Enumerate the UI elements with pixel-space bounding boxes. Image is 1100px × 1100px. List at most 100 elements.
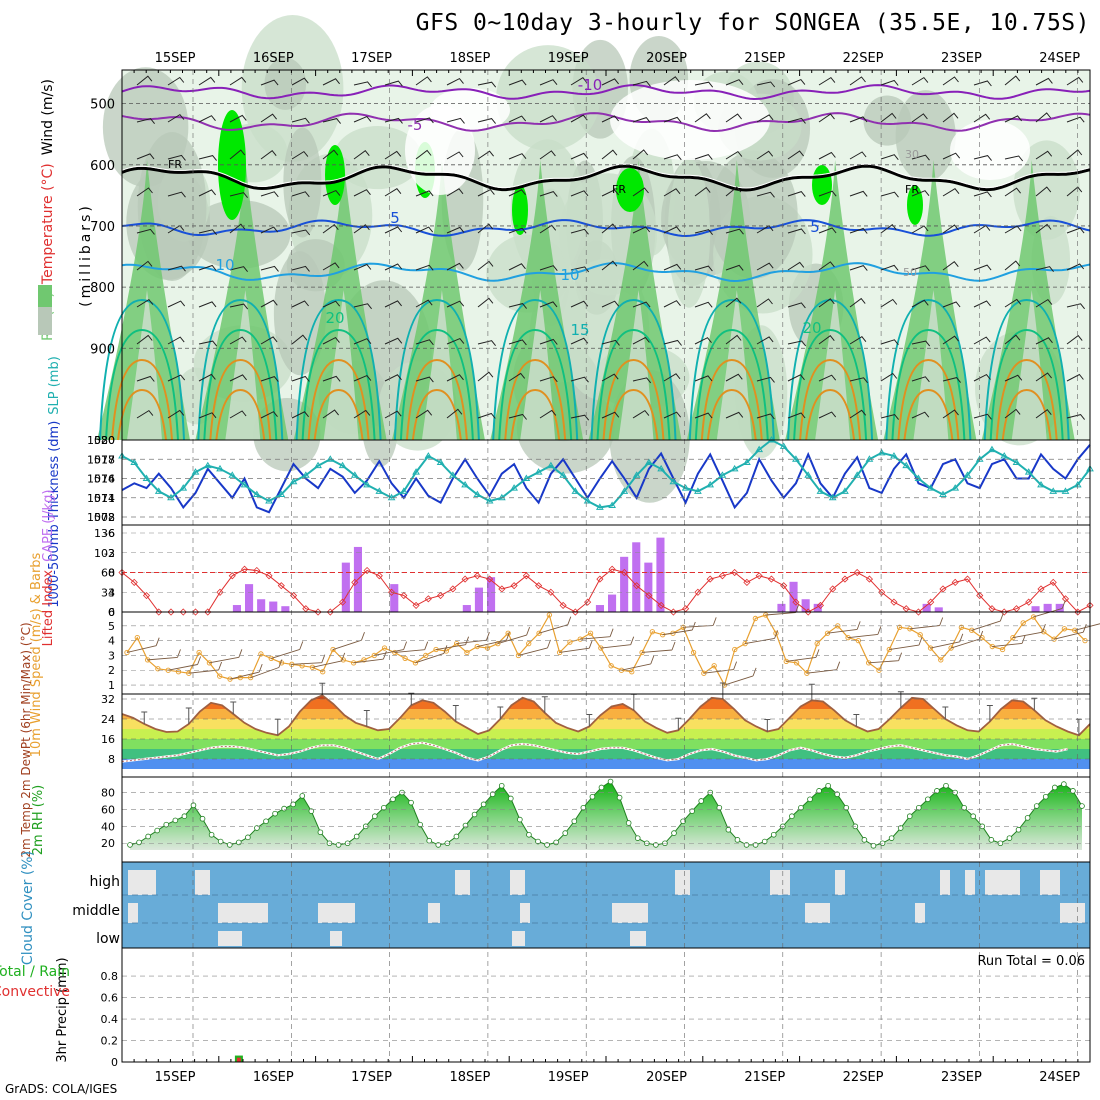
li-marker — [449, 585, 457, 593]
wind-barb — [942, 112, 959, 123]
wind-marker — [474, 643, 480, 650]
cape-bar — [620, 556, 629, 612]
cloud-cell — [675, 870, 690, 895]
wind-marker — [690, 649, 697, 656]
wind-barb — [1066, 116, 1085, 123]
rh-core — [907, 185, 923, 225]
wind-barb — [353, 263, 372, 271]
li-marker — [731, 568, 739, 577]
cloud-cell — [835, 870, 845, 895]
wind-barb — [291, 77, 309, 86]
wind-barb — [1033, 600, 1066, 618]
wind-barb — [456, 632, 490, 645]
rh-marker — [517, 816, 523, 823]
wind-barb — [415, 264, 434, 271]
li-marker — [179, 608, 187, 616]
temp-band — [122, 739, 1090, 749]
wind-barb — [725, 411, 744, 419]
wind-barb — [570, 77, 588, 86]
cloud-row-label: low — [96, 931, 120, 947]
rh-marker — [825, 782, 831, 789]
wind-barb — [849, 116, 868, 123]
wind-barb — [322, 78, 340, 86]
slp-marker — [314, 461, 322, 469]
wind-barb — [756, 150, 774, 160]
rh-marker — [634, 835, 641, 841]
wind-barb — [973, 80, 992, 87]
rh-shade — [895, 90, 956, 182]
slp-marker — [473, 490, 482, 498]
contour-label: 5 — [390, 209, 400, 227]
ytick-precip: 0.4 — [101, 1013, 119, 1026]
wind-barb — [394, 641, 429, 653]
isotherm-minus5 — [121, 112, 1091, 133]
wind-barb — [1066, 263, 1085, 271]
li-marker — [1000, 608, 1008, 616]
li-ylabel: Lifted Index CAPE (J/kg) — [41, 490, 56, 647]
wind-barb — [198, 373, 216, 382]
variable-label-part: Temperature (°C) — [40, 163, 56, 285]
cloud-cell — [330, 931, 342, 946]
wind-barb — [167, 76, 185, 86]
cloud-cell — [455, 870, 470, 895]
cloud-row-label: middle — [72, 903, 120, 919]
li-marker — [363, 566, 371, 575]
wind-barb — [942, 261, 959, 271]
slp-marker — [216, 464, 224, 472]
wind-barb — [942, 335, 959, 345]
li-marker — [155, 608, 163, 616]
wind-barb — [322, 118, 341, 124]
slp-marker — [424, 452, 433, 459]
isotherm-arch — [209, 358, 272, 441]
slp-marker — [681, 484, 690, 491]
wind-barb — [477, 371, 494, 382]
cape-bar — [608, 594, 617, 612]
li-marker — [927, 598, 935, 606]
slp-marker — [718, 471, 727, 478]
wind-barb — [353, 224, 370, 234]
wind-barb — [415, 190, 434, 197]
slp-marker — [743, 458, 751, 465]
wind-barb — [508, 303, 527, 309]
wind-barb — [322, 336, 340, 345]
wind-barb — [663, 263, 682, 271]
wind-barb — [694, 154, 713, 160]
wind-barb — [260, 376, 279, 382]
li-marker — [338, 598, 347, 606]
wind-barb — [909, 617, 944, 630]
rh-marker — [245, 834, 251, 841]
slp-marker — [461, 480, 469, 488]
wind-barb — [415, 339, 434, 346]
wind-marker — [927, 645, 934, 651]
wind-barb — [570, 414, 590, 421]
li-marker — [633, 582, 641, 590]
cape-bar — [1043, 603, 1052, 612]
wind-barb — [353, 189, 371, 197]
wind-barb — [260, 299, 278, 308]
wind-barb — [570, 266, 590, 273]
rh-marker — [190, 802, 197, 809]
li-marker — [694, 588, 702, 596]
wind-barb — [849, 227, 868, 234]
dry-patch — [950, 120, 1030, 180]
cape-bar — [341, 562, 350, 612]
rh-marker — [752, 842, 759, 848]
cloud-bg — [122, 862, 1090, 948]
wind-barb — [787, 117, 806, 124]
contour-label: FR — [612, 183, 626, 196]
rh-marker — [562, 830, 568, 836]
isotherm-arch — [1001, 388, 1052, 441]
wind-barb — [539, 376, 558, 383]
panel-grid — [122, 70, 1090, 1062]
cloud-row-label: high — [89, 874, 120, 890]
isotherm-arch — [700, 358, 763, 441]
wind-barb — [663, 300, 681, 308]
ytick-pressure: 500 — [90, 98, 115, 113]
thickness-ylabel: 1000-500mb Thickness (dm) SLP (mb) — [47, 356, 62, 608]
rh-marker — [381, 804, 387, 811]
ytick-thickness: 572 — [94, 511, 115, 524]
ytick-cape: 102 — [94, 547, 115, 560]
cloud-cell — [770, 870, 790, 895]
slp-marker — [804, 471, 813, 478]
rh-plume-core — [913, 290, 949, 440]
